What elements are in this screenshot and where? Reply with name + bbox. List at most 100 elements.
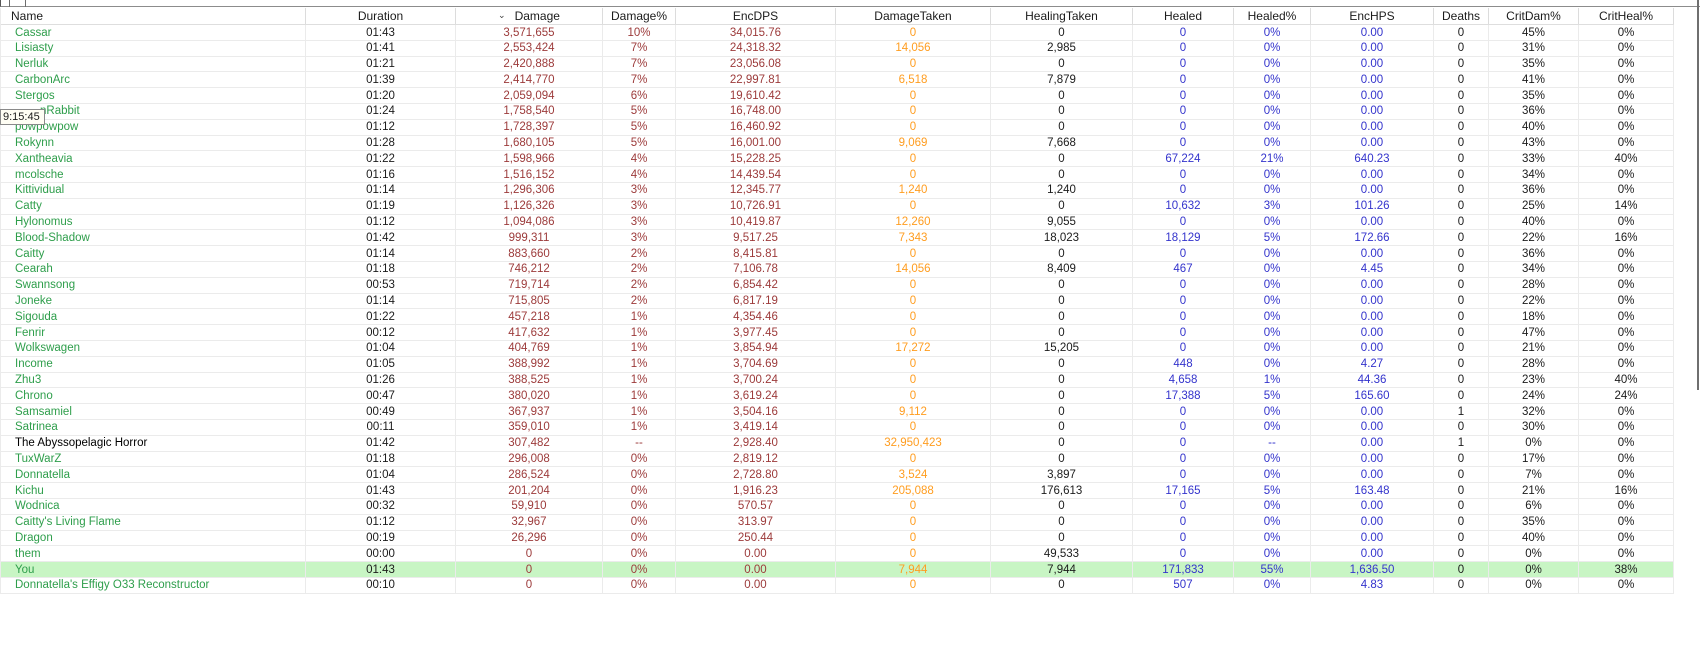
cell-critdam-pct: 32%	[1489, 404, 1579, 419]
table-row[interactable]: Caitty's Living Flame 01:12 32,967 0% 313.97…	[1, 514, 1674, 531]
cell-damage-pct: 1%	[603, 404, 676, 419]
cell-encdps: 3,419.14	[676, 419, 836, 435]
cell-healing-taken: 8,409	[991, 261, 1133, 277]
cell-deaths: 0	[1434, 119, 1489, 135]
cell-damage: 0	[456, 577, 603, 593]
table-row[interactable]: Hylonomus 01:12 1,094,086 3% 10,419.87 12,260…	[1, 214, 1674, 231]
table-row[interactable]: Joneke 01:14 715,805 2% 6,817.19 0 0 0 0% 0.00 0 22…	[1, 293, 1674, 310]
table-row[interactable]: Zhu3 01:26 388,525 1% 3,700.24 0 0 4,658 1% 44.36…	[1, 372, 1674, 389]
table-row[interactable]: Stergos 01:20 2,059,094 6% 19,610.42 0 0 0 0% 0.0…	[1, 88, 1674, 104]
table-row[interactable]: Wolkswagen 01:04 404,769 1% 3,854.94 17,272 15…	[1, 340, 1674, 357]
column-header-duration[interactable]: Duration	[306, 8, 456, 24]
cell-critheal-pct: 0%	[1579, 214, 1674, 230]
cell-critheal-pct: 0%	[1579, 293, 1674, 309]
table-row[interactable]: Kittividual 01:14 1,296,306 3% 12,345.77 1,24…	[1, 182, 1674, 199]
cell-enchps: 0.00	[1311, 530, 1434, 546]
cell-critdam-pct: 0%	[1489, 562, 1579, 577]
table-row[interactable]: The Abyssopelagic Horror 01:42 307,482 -- 2,…	[1, 435, 1674, 452]
cell-damage-taken: 0	[836, 103, 991, 119]
table-row[interactable]: CarbonArc 01:39 2,414,770 7% 22,997.81 6,518 7…	[1, 72, 1674, 89]
column-header-critheal-pct[interactable]: CritHeal%	[1579, 8, 1674, 24]
cell-duration: 01:24	[306, 103, 456, 119]
table-row[interactable]: nRabbit 01:24 1,758,540 5% 16,748.00 0 0 0 0% 0.0…	[1, 103, 1674, 120]
table-row[interactable]: Chrono 00:47 380,020 1% 3,619.24 0 0 17,388 5% 16…	[1, 388, 1674, 405]
cell-damage-pct: 5%	[603, 119, 676, 135]
cell-damage-taken: 0	[836, 119, 991, 135]
cell-name: Income	[1, 356, 306, 372]
table-row[interactable]: Donnatella's Effigy O33 Reconstructor 00:…	[1, 577, 1674, 594]
cell-enchps: 0.00	[1311, 182, 1434, 198]
column-header-damage-taken[interactable]: DamageTaken	[836, 8, 991, 24]
table-row[interactable]: Cearah 01:18 746,212 2% 7,106.78 14,056 8,409 4…	[1, 261, 1674, 278]
cell-healed-pct: 0%	[1234, 340, 1311, 356]
column-header-healed[interactable]: Healed	[1133, 8, 1234, 24]
table-row[interactable]: Fenrir 00:12 417,632 1% 3,977.45 0 0 0 0% 0.00 0 47…	[1, 325, 1674, 341]
column-header-label: EncHPS	[1349, 9, 1395, 23]
cell-name: Fenrir	[1, 325, 306, 340]
table-row[interactable]: Income 01:05 388,992 1% 3,704.69 0 0 448 0% 4.27 0…	[1, 356, 1674, 373]
cell-healed: 0	[1133, 167, 1234, 182]
table-row[interactable]: Samsamiel 00:49 367,937 1% 3,504.16 9,112 0 0 0%…	[1, 404, 1674, 420]
cell-healed-pct: 0%	[1234, 40, 1311, 56]
cell-damage-taken: 9,112	[836, 404, 991, 419]
column-header-label: EncDPS	[732, 9, 779, 23]
cell-enchps: 165.60	[1311, 388, 1434, 404]
cell-duration: 01:28	[306, 135, 456, 151]
cell-damage-taken: 0	[836, 88, 991, 103]
table-row[interactable]: Xantheavia 01:22 1,598,966 4% 15,228.25 0 0 67,…	[1, 151, 1674, 168]
table-row[interactable]: Satrinea 00:11 359,010 1% 3,419.14 0 0 0 0% 0.00 0…	[1, 419, 1674, 436]
cell-critdam-pct: 21%	[1489, 483, 1579, 498]
cell-critheal-pct: 16%	[1579, 483, 1674, 498]
cell-critdam-pct: 36%	[1489, 103, 1579, 119]
cell-healed-pct: 0%	[1234, 25, 1311, 40]
table-row[interactable]: them 00:00 0 0% 0.00 0 49,533 0 0% 0.00 0 0% 0%	[1, 546, 1674, 563]
table-row[interactable]: Kichu 01:43 201,204 0% 1,916.23 205,088 176,61…	[1, 483, 1674, 499]
cell-deaths: 0	[1434, 72, 1489, 88]
cell-healed-pct: 0%	[1234, 309, 1311, 325]
column-header-enchps[interactable]: EncHPS	[1311, 8, 1434, 24]
column-header-deaths[interactable]: Deaths	[1434, 8, 1489, 24]
cell-critheal-pct: 0%	[1579, 309, 1674, 325]
column-header-name[interactable]: Name	[1, 8, 306, 24]
column-header-healing-taken[interactable]: HealingTaken	[991, 8, 1133, 24]
table-row[interactable]: Dragon 00:19 26,296 0% 250.44 0 0 0 0% 0.00 0 40% 0%	[1, 530, 1674, 547]
cell-enchps: 0.00	[1311, 56, 1434, 72]
cell-name: nRabbit	[1, 103, 306, 119]
cell-enchps: 101.26	[1311, 198, 1434, 214]
cell-critheal-pct: 0%	[1579, 546, 1674, 562]
table-row[interactable]: powpowpow 01:12 1,728,397 5% 16,460.92 0 0 0 0% 0…	[1, 119, 1674, 136]
cell-critdam-pct: 36%	[1489, 182, 1579, 198]
cell-healing-taken: 0	[991, 498, 1133, 514]
cell-name: Wodnica	[1, 498, 306, 514]
column-header-damage-pct[interactable]: Damage%	[603, 8, 676, 24]
table-row[interactable]: Lisiasty 01:41 2,553,424 7% 24,318.32 14,056 2…	[1, 40, 1674, 57]
column-header-healed-pct[interactable]: Healed%	[1234, 8, 1311, 24]
table-row[interactable]: Wodnica 00:32 59,910 0% 570.57 0 0 0 0% 0.00 0 6% 0%	[1, 498, 1674, 515]
cell-healing-taken: 0	[991, 435, 1133, 451]
table-row[interactable]: Sigouda 01:22 457,218 1% 4,354.46 0 0 0 0% 0.00 0 1…	[1, 309, 1674, 326]
cell-healing-taken: 0	[991, 404, 1133, 419]
column-header-encdps[interactable]: EncDPS	[676, 8, 836, 24]
cell-damage-pct: 0%	[603, 451, 676, 467]
table-row[interactable]: Caitty 01:14 883,660 2% 8,415.81 0 0 0 0% 0.00 0 36…	[1, 246, 1674, 262]
cell-encdps: 12,345.77	[676, 182, 836, 198]
table-row[interactable]: Swannsong 00:53 719,714 2% 6,854.42 0 0 0 0% 0.00…	[1, 277, 1674, 294]
cell-deaths: 0	[1434, 467, 1489, 483]
cell-healed-pct: 0%	[1234, 246, 1311, 261]
table-row[interactable]: TuxWarZ 01:18 296,008 0% 2,819.12 0 0 0 0% 0.00 0 1…	[1, 451, 1674, 468]
column-header-damage[interactable]: ⌄ Damage	[456, 8, 603, 24]
cell-damage-pct: 7%	[603, 40, 676, 56]
table-row[interactable]: mcolsche 01:16 1,516,152 4% 14,439.54 0 0 0 0% 0.…	[1, 167, 1674, 183]
table-row[interactable]: Rokynn 01:28 1,680,105 5% 16,001.00 9,069 7,66…	[1, 135, 1674, 152]
table-row[interactable]: Cassar 01:43 3,571,655 10% 34,015.76 0 0 0 0% 0.0…	[1, 25, 1674, 41]
table-row[interactable]: Donnatella 01:04 286,524 0% 2,728.80 3,524 3,8…	[1, 467, 1674, 484]
table-row[interactable]: Nerluk 01:21 2,420,888 7% 23,056.08 0 0 0 0% 0.00…	[1, 56, 1674, 73]
column-header-critdam-pct[interactable]: CritDam%	[1489, 8, 1579, 24]
cell-enchps: 0.00	[1311, 498, 1434, 514]
table-row[interactable]: You 01:43 0 0% 0.00 7,944 7,944 171,833 55% 1,636…	[1, 562, 1674, 578]
cell-duration: 01:43	[306, 562, 456, 577]
table-row[interactable]: Blood-Shadow 01:42 999,311 3% 9,517.25 7,343 1…	[1, 230, 1674, 247]
table-row[interactable]: Catty 01:19 1,126,326 3% 10,726.91 0 0 10,632 3%…	[1, 198, 1674, 215]
cell-damage: 1,126,326	[456, 198, 603, 214]
cell-healed-pct: 0%	[1234, 498, 1311, 514]
